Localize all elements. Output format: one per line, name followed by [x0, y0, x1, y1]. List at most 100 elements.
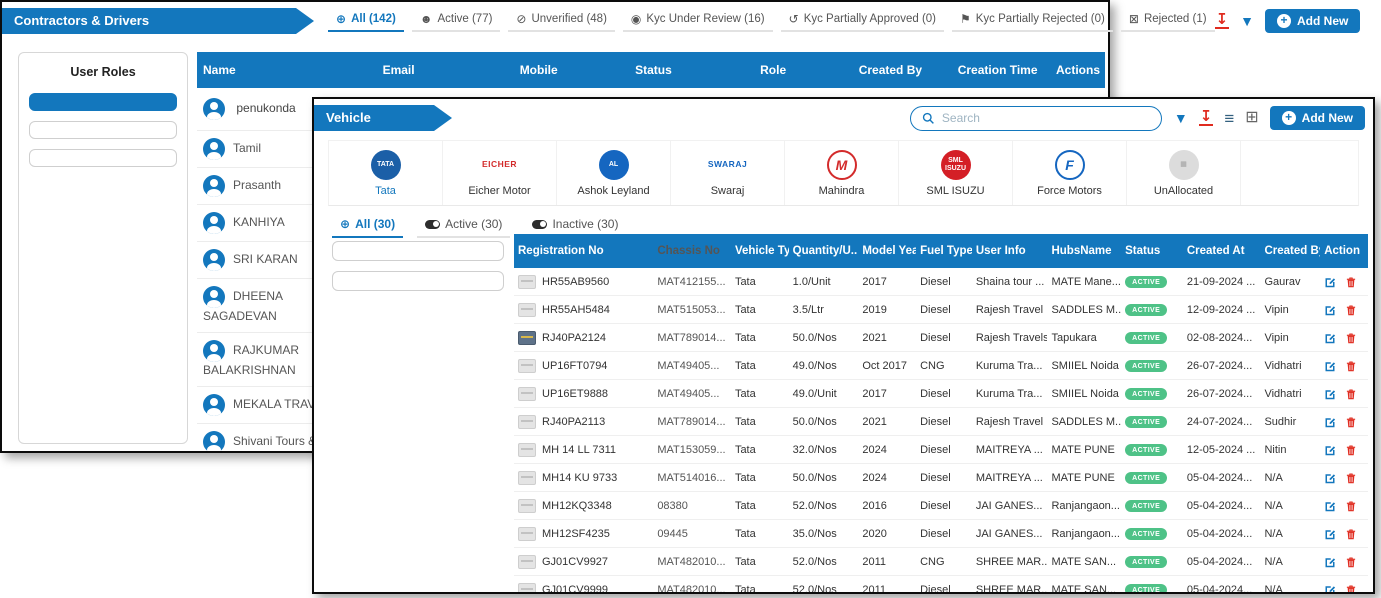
brand-card-ashok-leyland[interactable]: AL Ashok Leyland [557, 141, 671, 205]
vehicle-table-row[interactable]: RJ40PA2124 MAT789014... Tata 50.0/Nos 20… [514, 324, 1368, 352]
status-cell: ACTIVE [1121, 331, 1183, 345]
status-cell: ACTIVE [1121, 275, 1183, 289]
brand-card-mahindra[interactable]: M Mahindra [785, 141, 899, 205]
tab-kyc-partially-rejected-0[interactable]: ⚑ Kyc Partially Rejected (0) [952, 10, 1113, 32]
vehicle-table-row[interactable]: RJ40PA2113 MAT789014... Tata 50.0/Nos 20… [514, 408, 1368, 436]
delete-icon[interactable] [1345, 556, 1357, 568]
download-icon[interactable]: ↧ [1199, 110, 1214, 126]
delete-icon[interactable] [1345, 528, 1357, 540]
model-year-cell: 2024 [858, 472, 916, 484]
brand-card-force-motors[interactable]: F Force Motors [1013, 141, 1127, 205]
user-info-cell: Rajesh Travel [972, 416, 1048, 428]
column-header-name: Name [197, 63, 377, 77]
role-filter-all[interactable] [29, 93, 177, 111]
column-header-mobile: Mobile [481, 63, 596, 77]
model-filter-button[interactable] [332, 271, 504, 291]
registration-no: UP16ET9888 [542, 388, 608, 400]
brand-card-sml-isuzu[interactable]: SML ISUZU SML ISUZU [899, 141, 1013, 205]
delete-icon[interactable] [1345, 444, 1357, 456]
tab-all-142[interactable]: ⊕ All (142) [328, 10, 404, 32]
created-by-cell: Vipin [1260, 304, 1320, 316]
edit-icon[interactable] [1324, 444, 1336, 456]
vehicle-table-row[interactable]: GJ01CV9927 MAT482010... Tata 52.0/Nos 20… [514, 548, 1368, 576]
contractor-name: KANHIYA [233, 215, 285, 229]
tab-all-30[interactable]: ⊕ All (30) [332, 214, 403, 238]
search-input[interactable]: Search [910, 106, 1162, 131]
role-filter-vendor[interactable] [29, 149, 177, 167]
delete-icon[interactable] [1345, 584, 1357, 593]
filter-icon[interactable]: ▼ [1174, 110, 1188, 126]
column-header-hubsname: HubsName [1047, 245, 1121, 257]
add-new-button[interactable]: + Add New [1270, 106, 1365, 130]
brand-card-unallocated[interactable]: ▦ UnAllocated [1127, 141, 1241, 205]
vehicle-table-row[interactable]: MH 14 LL 7311 MAT153059... Tata 32.0/Nos… [514, 436, 1368, 464]
chassis-cell: 09445 [653, 528, 731, 540]
registration-no: GJ01CV9927 [542, 556, 608, 568]
column-header-chassis-no: Chassis No [653, 245, 731, 257]
delete-icon[interactable] [1345, 332, 1357, 344]
vehicle-table-row[interactable]: HR55AH5484 MAT515053... Tata 3.5/Ltr 201… [514, 296, 1368, 324]
edit-icon[interactable] [1324, 472, 1336, 484]
delete-icon[interactable] [1345, 500, 1357, 512]
filter-icon[interactable]: ▼ [1240, 13, 1254, 29]
delete-icon[interactable] [1345, 416, 1357, 428]
model-filter-button[interactable] [332, 241, 504, 261]
hubsname-cell: SMIIEL Noida [1047, 388, 1121, 400]
delete-icon[interactable] [1345, 360, 1357, 372]
status-badge: ACTIVE [1125, 556, 1167, 568]
delete-icon[interactable] [1345, 472, 1357, 484]
edit-icon[interactable] [1324, 304, 1336, 316]
vehicle-table-row[interactable]: MH12SF4235 09445 Tata 35.0/Nos 2020 Dies… [514, 520, 1368, 548]
edit-icon[interactable] [1324, 556, 1336, 568]
edit-icon[interactable] [1324, 584, 1336, 593]
created-at-cell: 26-07-2024... [1183, 360, 1261, 372]
download-icon[interactable]: ↧ [1215, 13, 1230, 29]
vehicle-thumbnail [518, 359, 536, 373]
tab-unverified-48[interactable]: ⊘ Unverified (48) [508, 10, 614, 32]
vehicle-table-row[interactable]: MH12KQ3348 08380 Tata 52.0/Nos 2016 Dies… [514, 492, 1368, 520]
edit-icon[interactable] [1324, 416, 1336, 428]
tab-active-30[interactable]: Active (30) [417, 214, 510, 238]
tab-active-77[interactable]: ☻ Active (77) [412, 10, 501, 32]
edit-icon[interactable] [1324, 528, 1336, 540]
brand-card-tata[interactable]: TATA Tata [329, 141, 443, 205]
add-new-button[interactable]: + Add New [1265, 9, 1360, 33]
list-view-icon[interactable]: ≡ [1224, 110, 1234, 127]
edit-icon[interactable] [1324, 276, 1336, 288]
vehicle-table-row[interactable]: GJ01CV9999 MAT482010... Tata 52.0/Nos 20… [514, 576, 1368, 592]
delete-icon[interactable] [1345, 276, 1357, 288]
vehicle-header-actions: ▼ ↧ ≡ ⊞ + Add New [1174, 106, 1373, 130]
delete-icon[interactable] [1345, 388, 1357, 400]
column-header-created-by: Created By [836, 63, 946, 77]
user-info-cell: Kuruma Tra... [972, 360, 1048, 372]
chassis-cell: MAT482010... [653, 556, 731, 568]
vehicle-type-cell: Tata [731, 304, 789, 316]
registration-cell: HR55AH5484 [514, 303, 653, 317]
user-info-cell: JAI GANES... [972, 528, 1048, 540]
tab-kyc-under-review-16[interactable]: ◉ Kyc Under Review (16) [623, 10, 773, 32]
vehicle-title: Vehicle [314, 105, 452, 131]
role-filter-driver[interactable] [29, 121, 177, 139]
edit-icon[interactable] [1324, 388, 1336, 400]
tab-kyc-partially-approved-0[interactable]: ↺ Kyc Partially Approved (0) [781, 10, 944, 32]
vehicle-thumbnail [518, 499, 536, 513]
edit-icon[interactable] [1324, 332, 1336, 344]
edit-icon[interactable] [1324, 360, 1336, 372]
vehicle-header: Vehicle Search ▼ ↧ ≡ ⊞ + Add New [314, 99, 1373, 137]
delete-icon[interactable] [1345, 304, 1357, 316]
vehicle-table-row[interactable]: UP16FT0794 MAT49405... Tata 49.0/Nos Oct… [514, 352, 1368, 380]
edit-icon[interactable] [1324, 500, 1336, 512]
tab-rejected-1[interactable]: ⊠ Rejected (1) [1121, 10, 1215, 32]
brand-card-eicher-motor[interactable]: EICHER Eicher Motor [443, 141, 557, 205]
chassis-cell: MAT789014... [653, 416, 731, 428]
user-info-cell: Shaina tour ... [972, 276, 1048, 288]
vehicle-table-row[interactable]: UP16ET9888 MAT49405... Tata 49.0/Unit 20… [514, 380, 1368, 408]
vehicle-table-row[interactable]: HR55AB9560 MAT412155... Tata 1.0/Unit 20… [514, 268, 1368, 296]
created-at-cell: 12-09-2024 ... [1183, 304, 1261, 316]
registration-cell: MH 14 LL 7311 [514, 443, 653, 457]
model-year-cell: 2017 [858, 388, 916, 400]
brand-card-swaraj[interactable]: SWARAJ Swaraj [671, 141, 785, 205]
vehicle-thumbnail [518, 387, 536, 401]
grid-view-icon[interactable]: ⊞ [1245, 110, 1258, 126]
vehicle-table-row[interactable]: MH14 KU 9733 MAT514016... Tata 50.0/Nos … [514, 464, 1368, 492]
